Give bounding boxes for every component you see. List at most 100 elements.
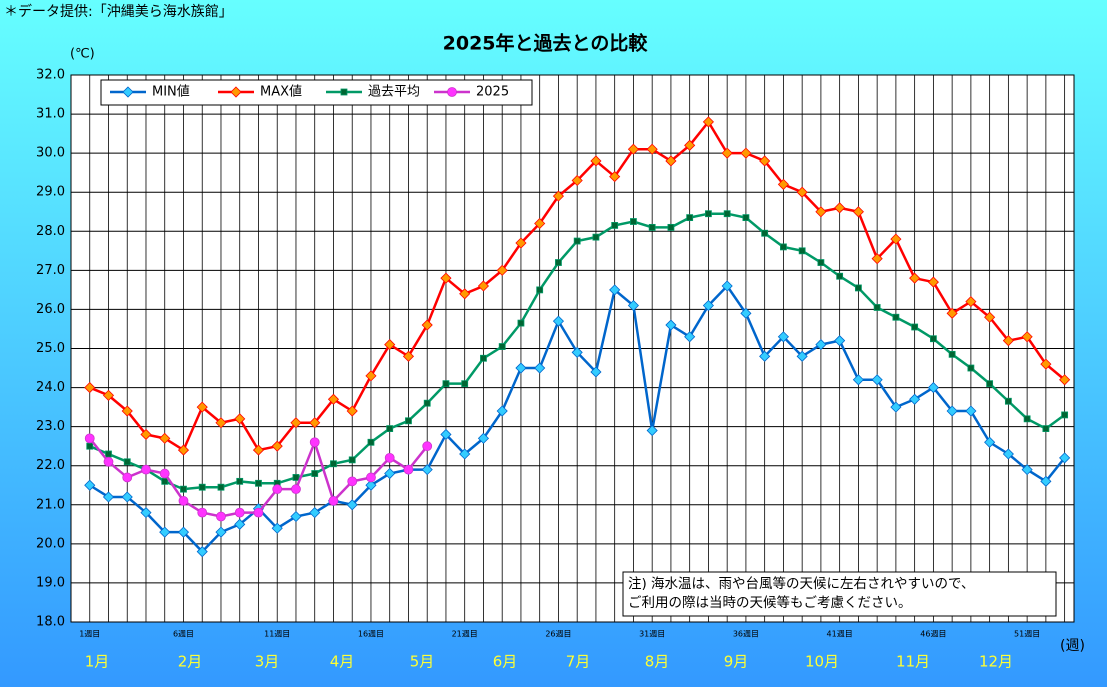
marker	[929, 335, 937, 343]
marker	[946, 307, 958, 319]
marker	[421, 319, 433, 331]
marker	[796, 186, 808, 198]
marker	[309, 417, 321, 429]
marker	[665, 319, 677, 331]
marker	[84, 382, 96, 394]
marker	[796, 350, 808, 362]
marker	[759, 155, 771, 167]
marker	[648, 223, 656, 231]
marker	[440, 272, 452, 284]
marker	[759, 350, 771, 362]
note-box	[622, 571, 1057, 617]
marker	[346, 405, 358, 417]
marker	[777, 331, 789, 343]
marker	[159, 526, 171, 538]
month-label: 2月	[178, 653, 203, 671]
marker	[684, 139, 696, 151]
marker	[442, 380, 450, 388]
marker	[927, 276, 939, 288]
month-label: 4月	[330, 653, 355, 671]
marker	[447, 87, 457, 97]
marker	[159, 468, 170, 479]
x-tick-label: 26週目	[545, 630, 571, 639]
marker	[815, 339, 827, 351]
marker	[1021, 331, 1033, 343]
marker	[459, 288, 471, 300]
marker	[178, 495, 189, 506]
marker	[496, 405, 508, 417]
marker	[402, 350, 415, 362]
marker	[122, 86, 134, 98]
marker	[384, 339, 396, 351]
marker	[948, 350, 956, 358]
legend-item: 2025	[434, 85, 509, 100]
marker	[1021, 464, 1033, 476]
marker	[384, 452, 395, 463]
marker	[609, 171, 621, 183]
marker	[271, 440, 283, 452]
marker	[347, 476, 358, 487]
marker	[836, 272, 844, 280]
marker	[946, 405, 958, 417]
y-axis-label: (℃)	[70, 47, 95, 62]
marker	[871, 374, 883, 386]
month-label: 8月	[645, 653, 670, 671]
marker	[740, 147, 752, 159]
chart-title: 2025年と過去との比較	[443, 32, 649, 55]
marker	[515, 362, 527, 374]
marker	[121, 405, 133, 417]
marker	[686, 214, 694, 222]
series	[84, 116, 1071, 456]
x-tick-label: 51週目	[1014, 630, 1040, 639]
marker	[871, 253, 883, 265]
marker	[852, 206, 864, 218]
marker	[340, 88, 348, 96]
marker	[234, 507, 245, 518]
y-tick-label: 20.0	[36, 536, 65, 551]
marker	[515, 237, 527, 249]
marker	[646, 143, 658, 155]
marker	[309, 437, 320, 448]
marker	[216, 511, 226, 522]
marker	[536, 286, 544, 294]
marker	[252, 444, 265, 456]
marker	[684, 331, 696, 343]
marker	[667, 223, 675, 231]
marker	[534, 362, 546, 374]
marker	[177, 444, 190, 456]
marker	[890, 401, 902, 413]
marker	[592, 233, 600, 241]
month-label: 7月	[566, 653, 591, 671]
marker	[196, 546, 208, 558]
marker	[555, 259, 562, 266]
marker	[105, 450, 112, 458]
marker	[721, 147, 733, 159]
x-tick-label: 46週目	[920, 630, 946, 639]
marker	[1023, 415, 1031, 423]
marker	[740, 307, 752, 319]
legend-item: 過去平均	[326, 85, 420, 100]
marker	[965, 296, 977, 308]
y-tick-label: 24.0	[36, 380, 65, 395]
marker	[721, 280, 733, 292]
marker	[815, 206, 827, 218]
marker	[611, 222, 619, 229]
marker	[817, 259, 825, 266]
marker	[590, 155, 602, 167]
marker	[234, 413, 246, 425]
marker	[122, 472, 133, 483]
marker	[140, 428, 152, 441]
marker	[403, 464, 414, 475]
marker	[461, 380, 469, 388]
marker	[1040, 475, 1052, 487]
marker	[1004, 397, 1012, 405]
month-label: 9月	[724, 653, 749, 671]
marker	[141, 464, 151, 475]
y-tick-label: 23.0	[36, 419, 65, 434]
marker	[253, 507, 264, 518]
marker	[834, 202, 846, 214]
month-label: 12月	[979, 653, 1013, 671]
marker	[330, 460, 337, 468]
x-tick-label: 31週目	[639, 630, 665, 639]
marker	[927, 382, 939, 394]
